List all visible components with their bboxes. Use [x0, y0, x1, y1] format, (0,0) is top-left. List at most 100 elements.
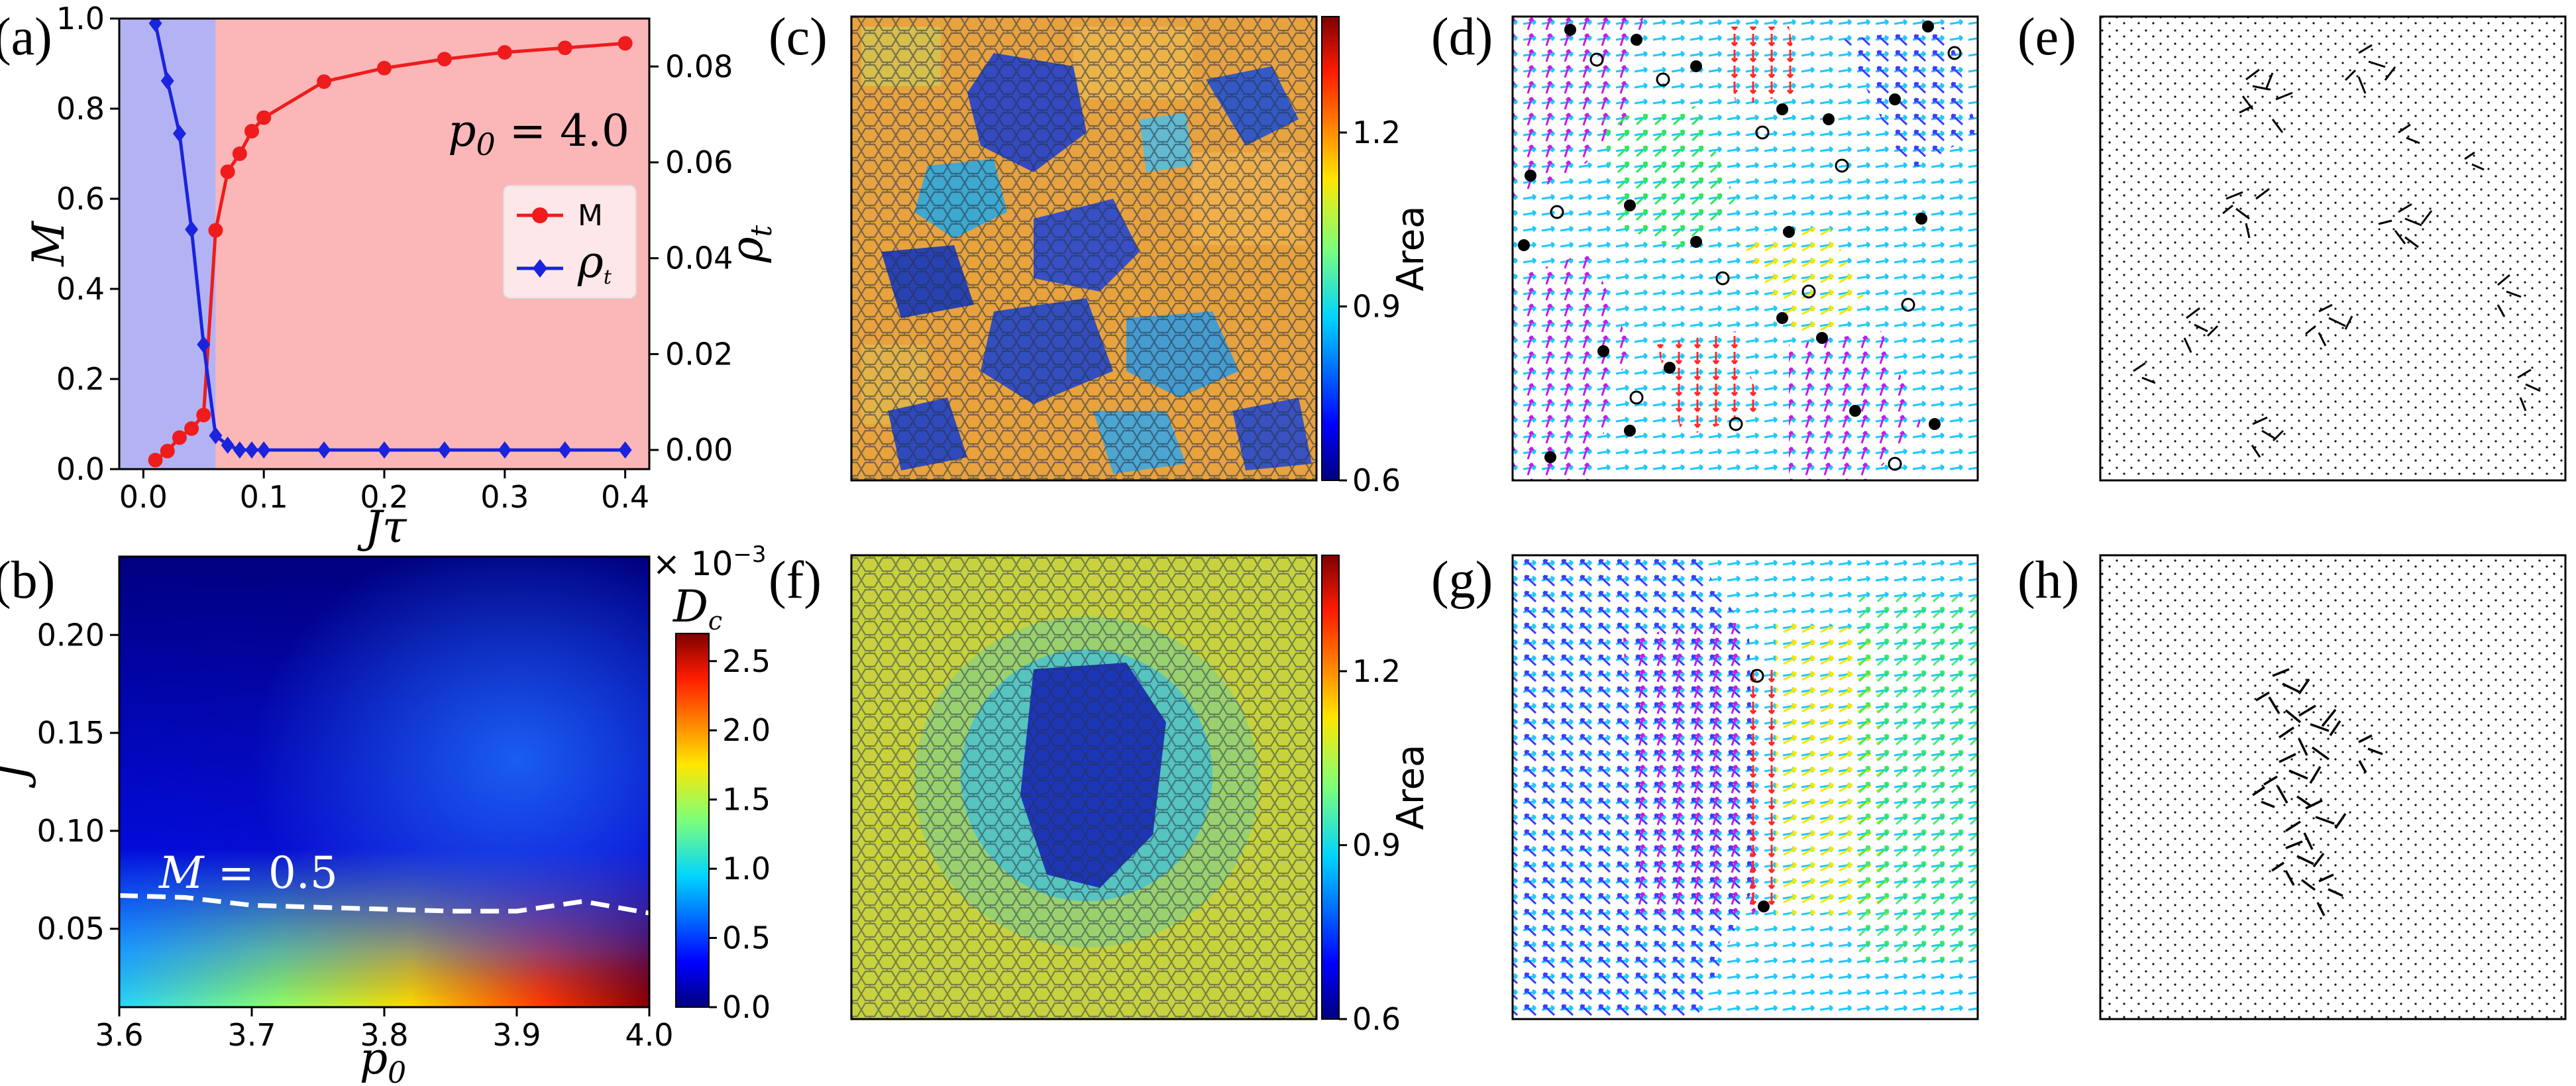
point-m [377, 60, 392, 76]
colorbar-tick-label: 0.9 [1352, 828, 1401, 863]
contour-line-m05 [119, 893, 650, 916]
field-blue-1 [1842, 27, 1978, 172]
point-m [557, 40, 572, 56]
series-line-m [154, 41, 625, 462]
point-rho [558, 441, 572, 459]
x-tick-label-b: 3.9 [492, 1017, 541, 1053]
y-tick-label-b: 0.05 [37, 911, 105, 947]
plot-frame-c [850, 15, 1318, 482]
legend-marker-rho [533, 259, 547, 278]
point-rho [245, 441, 258, 459]
colorbar-tick-label: 0.6 [1352, 462, 1401, 498]
legend-label-m: M [578, 199, 603, 233]
heatmap-glow [119, 557, 649, 1007]
y-axis-label-left: M [23, 221, 74, 267]
point-rho [437, 441, 451, 459]
colorbar-tick-label: 1.0 [722, 851, 771, 887]
y-ticks-right-a: 0.00 0.02 0.04 0.06 0.08 [649, 48, 733, 468]
point-rho [317, 441, 331, 459]
x-axis-label-b: p0 [360, 1033, 406, 1086]
field-magenta-2 [1513, 252, 1630, 480]
y-axis-label-b: J [0, 761, 37, 788]
colorbar-ticks-b: 0.0 0.5 1.0 1.5 2.0 2.5 [709, 643, 771, 1025]
displacement-dots-e [2100, 17, 2565, 480]
field-g-green [1855, 596, 1978, 961]
panel-labels: (a) (b) (c) (d) (e) (f) (g) (h) [0, 8, 2079, 610]
point-rho [221, 436, 235, 454]
y-tick-label-right: 0.06 [665, 144, 733, 180]
colorbar-b [675, 633, 710, 1008]
contour-label: M = 0.5 [158, 847, 338, 898]
point-rho [209, 427, 223, 445]
point-m [208, 223, 223, 238]
point-rho [197, 335, 211, 353]
point-m [317, 74, 332, 89]
panel-g-orientation-field [1511, 554, 1979, 1020]
point-rho [257, 441, 271, 459]
anti-defect-g [1750, 669, 1764, 683]
x-tick-label: 0.1 [240, 479, 288, 515]
colorbar-tick-label: 1.5 [722, 782, 771, 818]
defects-d [1518, 21, 1941, 463]
panel-f: 0.6 0.9 1.2 Area [850, 554, 1432, 1037]
cell-edges [851, 17, 1316, 480]
point-m [196, 407, 211, 423]
y-ticks-left-a: 0.0 0.2 0.4 0.6 0.8 1.0 [56, 1, 119, 487]
point-rho [498, 441, 511, 459]
colorbar-ticks-f: 0.6 0.9 1.2 [1339, 653, 1401, 1037]
colorbar-tick-label: 0.6 [1352, 1001, 1401, 1037]
colorbar-f [1321, 555, 1340, 1020]
field-red-1 [1656, 331, 1762, 437]
y-tick-label-right: 0.02 [665, 336, 733, 372]
colorbar-label-c: Area [1389, 206, 1432, 292]
y-tick-label-left: 0.8 [56, 91, 105, 127]
cell-edges-f [851, 555, 1316, 1019]
point-m [497, 45, 512, 60]
y-tick-label-b: 0.15 [37, 715, 105, 751]
field-g-red [1749, 669, 1776, 908]
field-g-magenta [1623, 623, 1756, 914]
plot-frame-g [1511, 554, 1979, 1020]
x-tick-label-b: 3.6 [95, 1017, 143, 1053]
displacement-clusters-e [2133, 44, 2541, 458]
annotation-p0: p0 = 4.0 [448, 105, 629, 162]
y-tick-label-right: 0.08 [665, 48, 733, 84]
point-m [232, 146, 247, 161]
y-tick-label-b: 0.10 [37, 813, 105, 849]
plot-frame-f [850, 554, 1318, 1020]
x-tick-label-b: 3.8 [360, 1017, 408, 1053]
point-rho [148, 19, 162, 32]
panel-c: 0.6 0.9 1.2 Area [850, 15, 1432, 498]
series-layer [148, 19, 633, 468]
colorbar-ticks-c: 0.6 0.9 1.2 [1339, 115, 1401, 498]
legend-a: M ρt [503, 185, 637, 299]
field-magenta-1 [1513, 17, 1643, 199]
colorbar-tick-label: 1.2 [1352, 115, 1401, 150]
legend-label-rho: ρt [577, 237, 612, 289]
point-m [148, 453, 163, 468]
heatmap-b [119, 557, 649, 1007]
field-red-2 [1723, 27, 1802, 106]
point-m [244, 124, 259, 138]
field-green-1 [1603, 106, 1736, 252]
colorbar-c [1321, 16, 1340, 481]
panel-label-b: (b) [0, 551, 55, 610]
x-tick-label-b: 3.7 [227, 1017, 276, 1053]
colorbar-label-dc: Dc [672, 581, 722, 635]
y-tick-label-left: 1.0 [56, 1, 105, 36]
colorbar-tick-label: 2.5 [722, 643, 771, 679]
legend-marker-m [532, 207, 548, 223]
point-m [617, 36, 633, 51]
colorbar-multiplier: × 10−3 [653, 541, 767, 583]
y-tick-label-right: 0.04 [665, 241, 733, 276]
defect-g [1758, 900, 1770, 912]
colorbar-tick-label: 0.0 [722, 989, 771, 1025]
colorbar-label-f: Area [1389, 745, 1432, 830]
x-tick-label: 0.0 [119, 479, 168, 515]
legend-box [503, 185, 637, 299]
y-tick-label-left: 0.4 [56, 271, 105, 307]
y-tick-label-left: 0.2 [56, 361, 105, 397]
displacement-cluster-h [2252, 668, 2383, 916]
point-m [220, 164, 235, 180]
chart-a: 0.0 0.1 0.2 0.3 0.4 0.00.20.40.60.81.0 0.000… [23, 1, 778, 553]
